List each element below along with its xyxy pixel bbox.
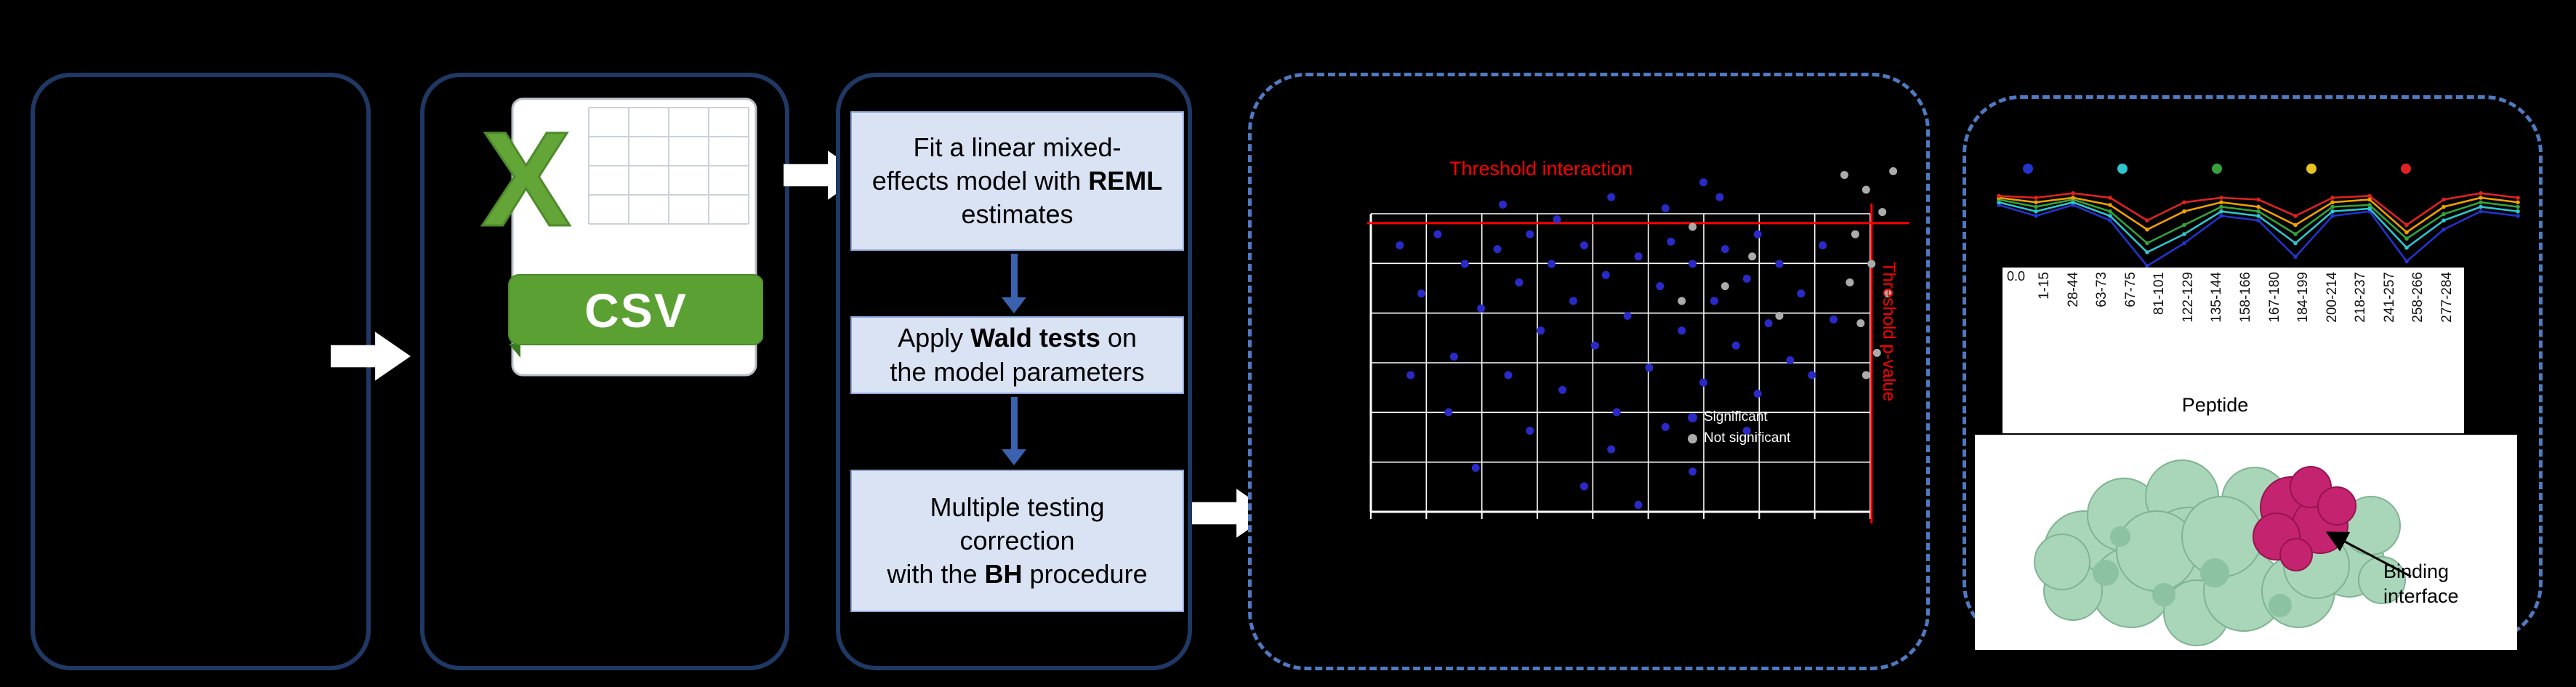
- not_significant-points: [1678, 167, 1898, 379]
- panel-csv-input: X CSV: [420, 73, 789, 670]
- legend-item: Significant: [1688, 409, 1790, 425]
- significant-points: [1396, 178, 1838, 509]
- step-text: Apply Wald tests on the model parameters: [890, 323, 1145, 387]
- legend-label: Significant: [1704, 409, 1768, 425]
- peptide-tick-label: 277-284: [2439, 272, 2455, 323]
- peptide-tick-label: 63-73: [2094, 272, 2110, 308]
- uptake-series-green: [1997, 197, 2520, 246]
- timepoint-legend-dots: [2023, 164, 2411, 174]
- peptide-axis-label: Peptide: [2181, 394, 2249, 416]
- peptide-tick-label: 81-101: [2152, 272, 2168, 316]
- peptide-tick-label: 158-166: [2237, 272, 2253, 323]
- panel-results: 0.0 1-15 28-44 63-73 67-75 81-101 122-129 135-…: [1963, 95, 2543, 650]
- scatter-grid: [1369, 213, 1871, 519]
- step-text: Fit a linear mixed- effects model with R…: [872, 132, 1163, 230]
- panel-input: [31, 73, 371, 670]
- peptide-tick-label: 1-15: [2037, 272, 2052, 300]
- peptide-axis: 0.0 1-15 28-44 63-73 67-75 81-101 122-129 135-…: [2003, 268, 2464, 433]
- threshold-interaction-label: Threshold interaction: [1449, 158, 1633, 180]
- peptide-tick-label: 218-237: [2353, 272, 2369, 323]
- peptide-tick-label: 167-180: [2266, 272, 2282, 323]
- banner-fold: [509, 344, 520, 358]
- panel-volcano-plot: Threshold interaction Threshold p-value …: [1248, 73, 1930, 670]
- legend-dot-icon: [1688, 412, 1697, 422]
- pipeline-step-wald: Apply Wald tests on the model parameters: [850, 316, 1184, 394]
- protein-surface: [2034, 459, 2406, 646]
- peptide-tick-label: 67-75: [2122, 272, 2138, 308]
- peptide-uptake-chart: [1997, 164, 2520, 268]
- y-axis-tick: 0.0: [2007, 269, 2026, 284]
- legend-item: Not significant: [1688, 430, 1790, 446]
- csv-file-icon: X CSV: [480, 97, 763, 377]
- scatter-plot: [1367, 167, 1909, 523]
- legend-label: Not significant: [1704, 430, 1791, 446]
- csv-banner-label: CSV: [584, 284, 688, 337]
- peptide-tick-label: 28-44: [2065, 272, 2081, 308]
- spreadsheet-grid: [588, 107, 749, 225]
- uptake-series-yellow: [1997, 196, 2520, 235]
- step-text: Multiple testing correction with the BH …: [887, 491, 1148, 590]
- peptide-tick-label: 135-144: [2209, 272, 2225, 323]
- peptide-tick-label: 258-266: [2410, 272, 2426, 323]
- csv-banner: [508, 274, 763, 345]
- pipeline-step-reml: Fit a linear mixed- effects model with R…: [850, 111, 1184, 251]
- scatter-legend: Significant Not significant: [1688, 409, 1790, 446]
- down-arrow-icon: [840, 397, 1188, 465]
- protein-surface-shading: [2093, 526, 2292, 617]
- panel-pipeline: Fit a linear mixed- effects model with R…: [836, 73, 1192, 670]
- uptake-series-red: [1997, 190, 2520, 228]
- protein-structure-image: Binding interface: [1975, 435, 2517, 650]
- protein-structure: [2034, 459, 2412, 646]
- binding-interface-arrow: [2325, 531, 2412, 578]
- peptide-tick-label: 184-199: [2295, 272, 2311, 323]
- threshold-pvalue-label: Threshold p-value: [1879, 262, 1899, 402]
- peptide-tick-label: 200-214: [2324, 272, 2340, 323]
- peptide-tick-label: 241-257: [2381, 272, 2397, 323]
- pipeline-step-bh: Multiple testing correction with the BH …: [850, 470, 1184, 612]
- flow-arrow-icon: [331, 332, 411, 381]
- binding-interface-label: Binding interface: [2383, 561, 2459, 607]
- down-arrow-icon: [840, 254, 1188, 313]
- peptide-tick-label: 122-129: [2180, 272, 2196, 323]
- legend-dot-icon: [1688, 433, 1697, 443]
- excel-x-icon: X: [481, 105, 571, 254]
- peptide-tick-labels: 1-15 28-44 63-73 67-75 81-101 122-129 135-144 1…: [2037, 272, 2455, 390]
